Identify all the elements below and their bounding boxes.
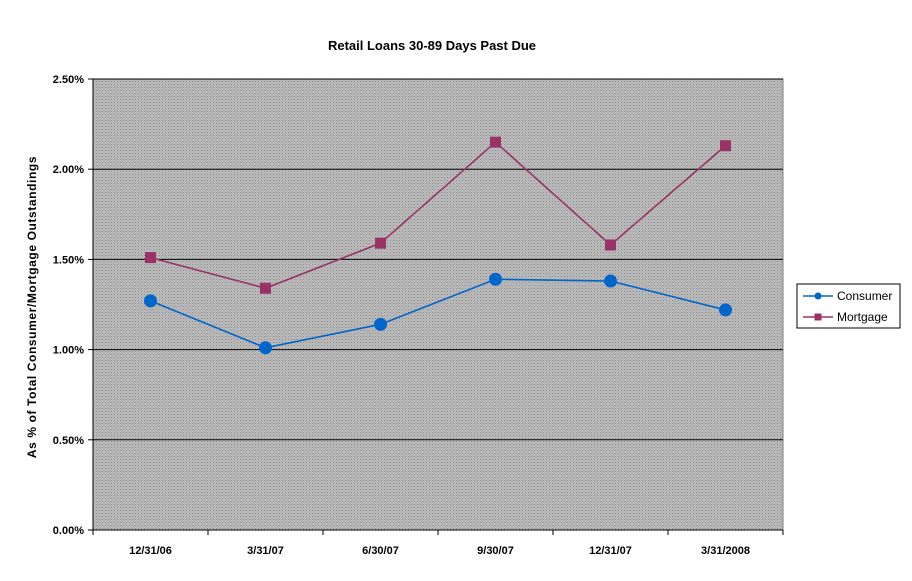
legend-label: Mortgage (837, 310, 888, 324)
axes (88, 78, 784, 535)
x-tick-labels: 12/31/06 3/31/07 6/30/07 9/30/07 12/31/07 3/3… (129, 545, 750, 557)
series-consumer (144, 272, 732, 355)
mortgage-point (720, 140, 731, 152)
gridlines (93, 78, 783, 441)
y-tick-label: 2.50% (53, 74, 84, 86)
y-tick-label: 2.00% (53, 164, 84, 176)
legend-marker (814, 292, 822, 300)
y-axis-label: As % of Total Consumer/Mortgage Outstand… (25, 156, 39, 458)
legend-marker (814, 313, 822, 321)
x-tick-label: 3/31/2008 (701, 545, 750, 557)
x-tick-label: 12/31/07 (589, 545, 632, 557)
consumer-point (489, 272, 502, 286)
y-tick-label: 1.00% (53, 345, 84, 357)
consumer-line (150, 278, 726, 349)
mortgage-point (260, 282, 271, 294)
mortgage-point (375, 237, 386, 249)
legend-item-mortgage: Mortgage (803, 310, 888, 324)
plot-area (92, 78, 784, 531)
chart-title: Retail Loans 30-89 Days Past Due (328, 38, 536, 53)
legend: Consumer Mortgage (796, 283, 901, 329)
mortgage-point (490, 136, 501, 148)
consumer-point (719, 303, 732, 317)
consumer-point (604, 274, 617, 288)
x-tick-label: 12/31/06 (129, 545, 172, 557)
consumer-point (144, 294, 157, 308)
mortgage-point (145, 252, 156, 264)
series-layer (144, 136, 732, 355)
mortgage-line (150, 141, 727, 290)
legend-label: Consumer (837, 289, 892, 303)
legend-item-consumer: Consumer (803, 289, 892, 303)
y-tick-label: 0.00% (53, 525, 84, 537)
y-tick-labels: 0.00% 0.50% 1.00% 1.50% 2.00% 2.50% (53, 74, 84, 537)
legend-box (796, 283, 901, 329)
y-tick-label: 0.50% (53, 435, 84, 447)
mortgage-point (605, 239, 616, 251)
series-mortgage (145, 136, 731, 294)
consumer-point (374, 317, 387, 331)
consumer-point (259, 341, 272, 355)
y-tick-label: 1.50% (53, 254, 84, 266)
x-tick-label: 9/30/07 (477, 545, 514, 557)
x-tick-label: 3/31/07 (247, 545, 284, 557)
x-tick-label: 6/30/07 (362, 545, 399, 557)
